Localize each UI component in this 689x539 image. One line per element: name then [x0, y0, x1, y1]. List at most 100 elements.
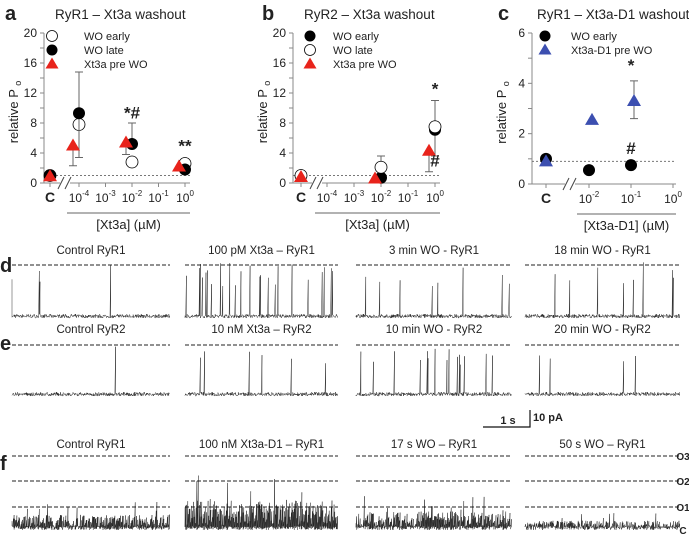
channel-trace: Control RyR2 [11, 324, 170, 397]
y-label-sub: o [501, 81, 511, 86]
chart-panel-b: b RyR2 – Xt3a washout 0 4 8 12 16 20 relative P … [255, 3, 444, 232]
x-tick-label: 10-4 [317, 189, 338, 205]
legend-label: WO early [84, 31, 130, 43]
y-label-text: relative P [255, 86, 270, 144]
tick-base: 10 [148, 191, 162, 205]
legend-label: WO late [84, 45, 124, 57]
legend-marker [46, 30, 58, 42]
x-tick-label: 10-1 [148, 189, 169, 205]
panel-label: e [0, 333, 11, 355]
trace-row-d: d Control RyR1 100 pM Xt3a – RyR1 3 min WO … [0, 245, 680, 319]
tick-exponent: -2 [135, 189, 143, 198]
y-label-text: relative P [6, 86, 21, 144]
y-tick-label: 6 [518, 26, 525, 40]
tick-base: 10 [69, 191, 83, 205]
chart-title: RyR1 – Xt3a washout [55, 7, 186, 22]
series-xt3a-pre-wo [294, 143, 436, 184]
data-point [625, 159, 637, 172]
legend-marker [45, 57, 59, 69]
channel-trace: 100 pM Xt3a – RyR1 [184, 245, 338, 319]
trace-row-e: e Control RyR2 10 nM Xt3a – RyR2 10 min WO … [0, 324, 680, 397]
trace-label: 18 min WO - RyR1 [554, 245, 651, 257]
data-point [73, 107, 85, 120]
significance-annotation: *# [124, 104, 141, 123]
y-tick-label: 16 [273, 56, 287, 70]
tick-base: 10 [579, 192, 593, 206]
chart-title: RyR1 – Xt3a-D1 washout [537, 7, 689, 22]
legend-marker [304, 30, 316, 42]
data-point [585, 112, 599, 125]
series-wo-late [294, 100, 442, 182]
x-tick-label: 10-1 [621, 190, 642, 206]
data-point [583, 164, 595, 177]
x-tick-label: C [541, 190, 551, 206]
y-axis-label: relative P o [494, 81, 511, 144]
data-point [368, 171, 382, 184]
y-label-sub: o [262, 81, 272, 86]
tick-exponent: -2 [384, 189, 392, 198]
tick-exponent: -2 [592, 190, 600, 199]
y-tick-label: 20 [24, 26, 38, 40]
trace-label: Control RyR2 [56, 324, 125, 336]
y-label-text: relative P [494, 86, 509, 144]
y-tick-label: 4 [30, 146, 37, 160]
y-tick-label: 16 [24, 56, 38, 70]
current-trace [11, 346, 170, 397]
legend-marker [303, 57, 317, 69]
scale-bar: 1 s 10 pA [483, 410, 563, 428]
channel-trace: 18 min WO - RyR1 [524, 245, 680, 319]
channel-trace: 50 s WO – RyR1 [524, 439, 680, 531]
series-wo-early [295, 123, 441, 184]
tick-exponent: -4 [330, 189, 338, 198]
tick-exponent: -4 [82, 189, 90, 198]
data-point [422, 143, 436, 156]
tick-exponent: 0 [189, 189, 194, 198]
channel-trace: 100 nM Xt3a-D1 – RyR1 [184, 439, 338, 531]
channel-trace: 10 min WO - RyR2 [355, 324, 512, 397]
legend-marker [539, 30, 551, 42]
axis-break [562, 177, 577, 191]
legend-label: Xt3a pre WO [84, 59, 148, 71]
y-axis-label: relative P o [255, 81, 272, 144]
x-tick-label: C [296, 189, 306, 205]
scale-bar-current: 10 pA [533, 412, 563, 424]
panel-label: f [0, 453, 7, 475]
panel-label: a [5, 3, 17, 25]
panel-label: b [262, 3, 274, 25]
x-tick-label: 10-4 [69, 189, 90, 205]
tick-base: 10 [344, 191, 358, 205]
x-tick-label: 10-2 [122, 189, 143, 205]
current-trace [11, 501, 170, 531]
channel-trace: 10 nM Xt3a – RyR2 [184, 324, 338, 397]
legend-label: WO late [333, 45, 373, 57]
legend-marker [46, 44, 58, 56]
y-label-sub: o [13, 81, 23, 86]
x-tick-label: C [45, 189, 55, 205]
channel-trace: Control RyR1 [11, 245, 170, 319]
tick-exponent: 0 [677, 190, 682, 199]
series-wo-early [540, 152, 637, 177]
tick-base: 10 [122, 191, 136, 205]
trace-row-f: f Control RyR1 100 nM Xt3a-D1 – RyR1 17 s W… [0, 439, 689, 537]
trace-label: 10 min WO - RyR2 [386, 324, 483, 336]
x-axis-label: [Xt3a] (µM) [96, 217, 161, 232]
current-trace [184, 475, 338, 531]
significance-annotation: # [430, 152, 440, 171]
chart-panel-c: c RyR1 – Xt3a-D1 washout 0 2 4 6 relative P o C… [494, 3, 689, 233]
tick-base: 10 [398, 191, 412, 205]
tick-base: 10 [664, 192, 678, 206]
error-bar [75, 71, 83, 114]
y-tick-label: 12 [273, 86, 287, 100]
data-point [627, 93, 641, 106]
scale-bar-lines [483, 410, 531, 428]
current-trace [184, 263, 338, 319]
tick-base: 10 [95, 191, 109, 205]
level-label-o3: O3 [676, 452, 689, 463]
tick-base: 10 [176, 191, 190, 205]
chart-title: RyR2 – Xt3a washout [304, 7, 435, 22]
legend-label: Xt3a pre WO [333, 59, 397, 71]
x-tick-label: 100 [426, 189, 444, 205]
x-tick-label: 10-2 [579, 190, 600, 206]
data-point [125, 155, 139, 169]
